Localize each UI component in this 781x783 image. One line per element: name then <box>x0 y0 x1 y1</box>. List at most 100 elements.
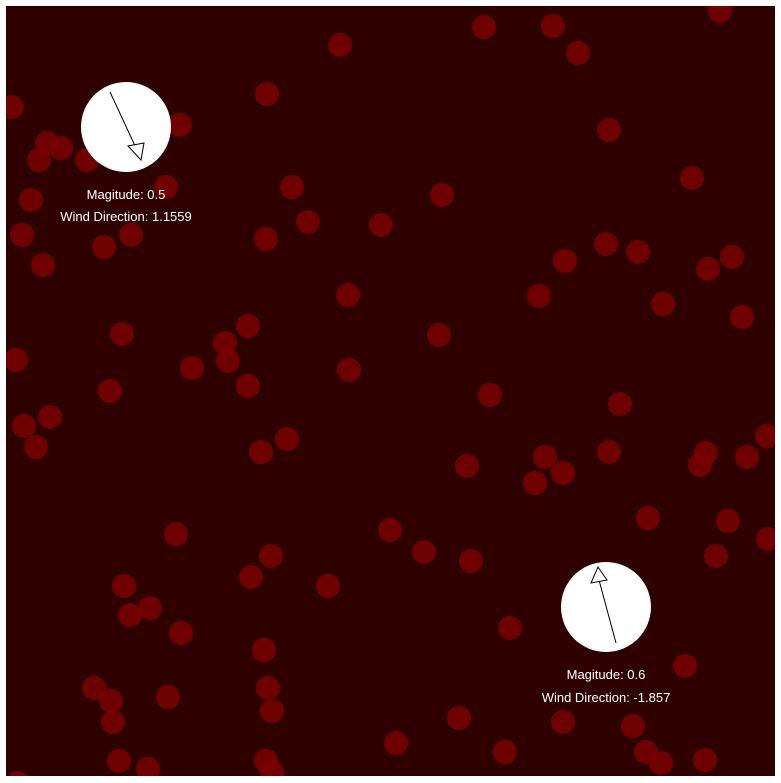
particle-circle-icon <box>337 358 361 382</box>
particle-circle-icon <box>378 518 402 542</box>
particle-circle-icon <box>296 210 320 234</box>
particle-circle-icon <box>459 549 483 573</box>
particle-circle-icon <box>6 348 28 372</box>
particle-circle-icon <box>756 527 775 551</box>
particle-circle-icon <box>164 522 188 546</box>
particle-circle-icon <box>169 621 193 645</box>
particle-circle-icon <box>597 118 621 142</box>
particle-circle-icon <box>8 771 28 776</box>
wind-arrow-icon <box>109 91 145 162</box>
wind-compass-1 <box>81 82 171 172</box>
particle-circle-icon <box>119 223 143 247</box>
particle-circle-icon <box>541 14 565 38</box>
particle-circle-icon <box>566 41 590 65</box>
particle-circle-icon <box>336 283 360 307</box>
particle-circle-icon <box>316 574 340 598</box>
particle-circle-icon <box>24 435 48 459</box>
particle-circle-icon <box>275 427 299 451</box>
particle-circle-icon <box>551 710 575 734</box>
magnitude-label-2: Magitude: 0.6 <box>566 667 646 682</box>
particle-circle-icon <box>369 213 393 237</box>
wind-arrow-icon <box>590 565 617 644</box>
particle-circle-icon <box>154 175 178 199</box>
particle-circle-icon <box>636 506 660 530</box>
particle-circle-icon <box>384 731 408 755</box>
particle-circle-icon <box>168 113 192 137</box>
particle-circle-icon <box>427 323 451 347</box>
particle-circle-icon <box>708 6 732 23</box>
particle-circle-icon <box>551 461 575 485</box>
particle-circle-icon <box>260 760 284 776</box>
wind-direction-label-1: Wind Direction: 1.1559 <box>60 209 192 224</box>
particle-circle-icon <box>693 748 717 772</box>
particle-circle-icon <box>256 676 280 700</box>
particle-circle-icon <box>6 95 24 119</box>
particle-field <box>6 6 775 776</box>
particle-circle-icon <box>651 292 675 316</box>
particle-circle-icon <box>649 751 673 775</box>
particle-circle-icon <box>673 654 697 678</box>
particle-circle-icon <box>720 245 744 269</box>
particle-circle-icon <box>533 445 557 469</box>
particle-circle-icon <box>696 257 720 281</box>
particle-circle-icon <box>328 33 352 57</box>
wind-compass-2 <box>561 562 651 652</box>
particle-circle-icon <box>49 136 73 160</box>
particle-circle-icon <box>523 471 547 495</box>
particle-circle-icon <box>553 249 577 273</box>
simulation-canvas[interactable]: Magitude: 0.5 Wind Direction: 1.1559 Mag… <box>6 6 775 776</box>
particle-circle-icon <box>156 685 180 709</box>
particle-circle-icon <box>19 188 43 212</box>
particle-circle-icon <box>626 240 650 264</box>
particle-circle-icon <box>608 392 632 416</box>
particle-circle-icon <box>180 356 204 380</box>
particle-circle-icon <box>493 740 517 764</box>
particle-circle-icon <box>735 445 759 469</box>
particle-circle-icon <box>680 166 704 190</box>
particle-circle-icon <box>112 574 136 598</box>
particle-circle-icon <box>254 227 278 251</box>
particle-circle-icon <box>136 757 160 776</box>
particle-circle-icon <box>688 453 712 477</box>
particle-circle-icon <box>730 305 754 329</box>
particle-circle-icon <box>259 544 283 568</box>
particle-circle-icon <box>82 676 106 700</box>
particle-circle-icon <box>280 175 304 199</box>
particle-circle-icon <box>216 349 240 373</box>
particle-circle-icon <box>594 232 618 256</box>
particle-circle-icon <box>38 405 62 429</box>
particle-circle-icon <box>101 710 125 734</box>
particle-circle-icon <box>31 253 55 277</box>
particle-circle-icon <box>704 544 728 568</box>
particle-circle-icon <box>430 183 454 207</box>
particle-circle-icon <box>27 148 51 172</box>
particle-circle-icon <box>10 223 34 247</box>
wind-direction-label-2: Wind Direction: -1.857 <box>541 690 671 705</box>
particle-circle-icon <box>597 440 621 464</box>
particle-circle-icon <box>478 383 502 407</box>
particle-circle-icon <box>110 322 134 346</box>
particle-circle-icon <box>239 565 263 589</box>
particle-circle-icon <box>412 540 436 564</box>
particle-circle-icon <box>716 509 740 533</box>
particle-circle-icon <box>213 331 237 355</box>
particle-circle-icon <box>447 706 471 730</box>
particle-circle-icon <box>527 284 551 308</box>
particle-circle-icon <box>455 454 479 478</box>
particle-circle-icon <box>255 82 279 106</box>
magnitude-label-1: Magitude: 0.5 <box>86 187 166 202</box>
particle-circle-icon <box>472 15 496 39</box>
particle-circle-icon <box>236 314 260 338</box>
particle-circle-icon <box>498 616 522 640</box>
particle-circle-icon <box>252 638 276 662</box>
particle-circle-icon <box>249 440 273 464</box>
particle-circle-icon <box>107 749 131 773</box>
particle-circle-icon <box>118 603 142 627</box>
particle-circle-icon <box>99 689 123 713</box>
particle-circle-icon <box>236 374 260 398</box>
particle-circle-icon <box>12 414 36 438</box>
particle-circle-icon <box>138 596 162 620</box>
particle-circle-icon <box>755 424 775 448</box>
particle-circle-icon <box>98 379 122 403</box>
particle-circle-icon <box>92 235 116 259</box>
